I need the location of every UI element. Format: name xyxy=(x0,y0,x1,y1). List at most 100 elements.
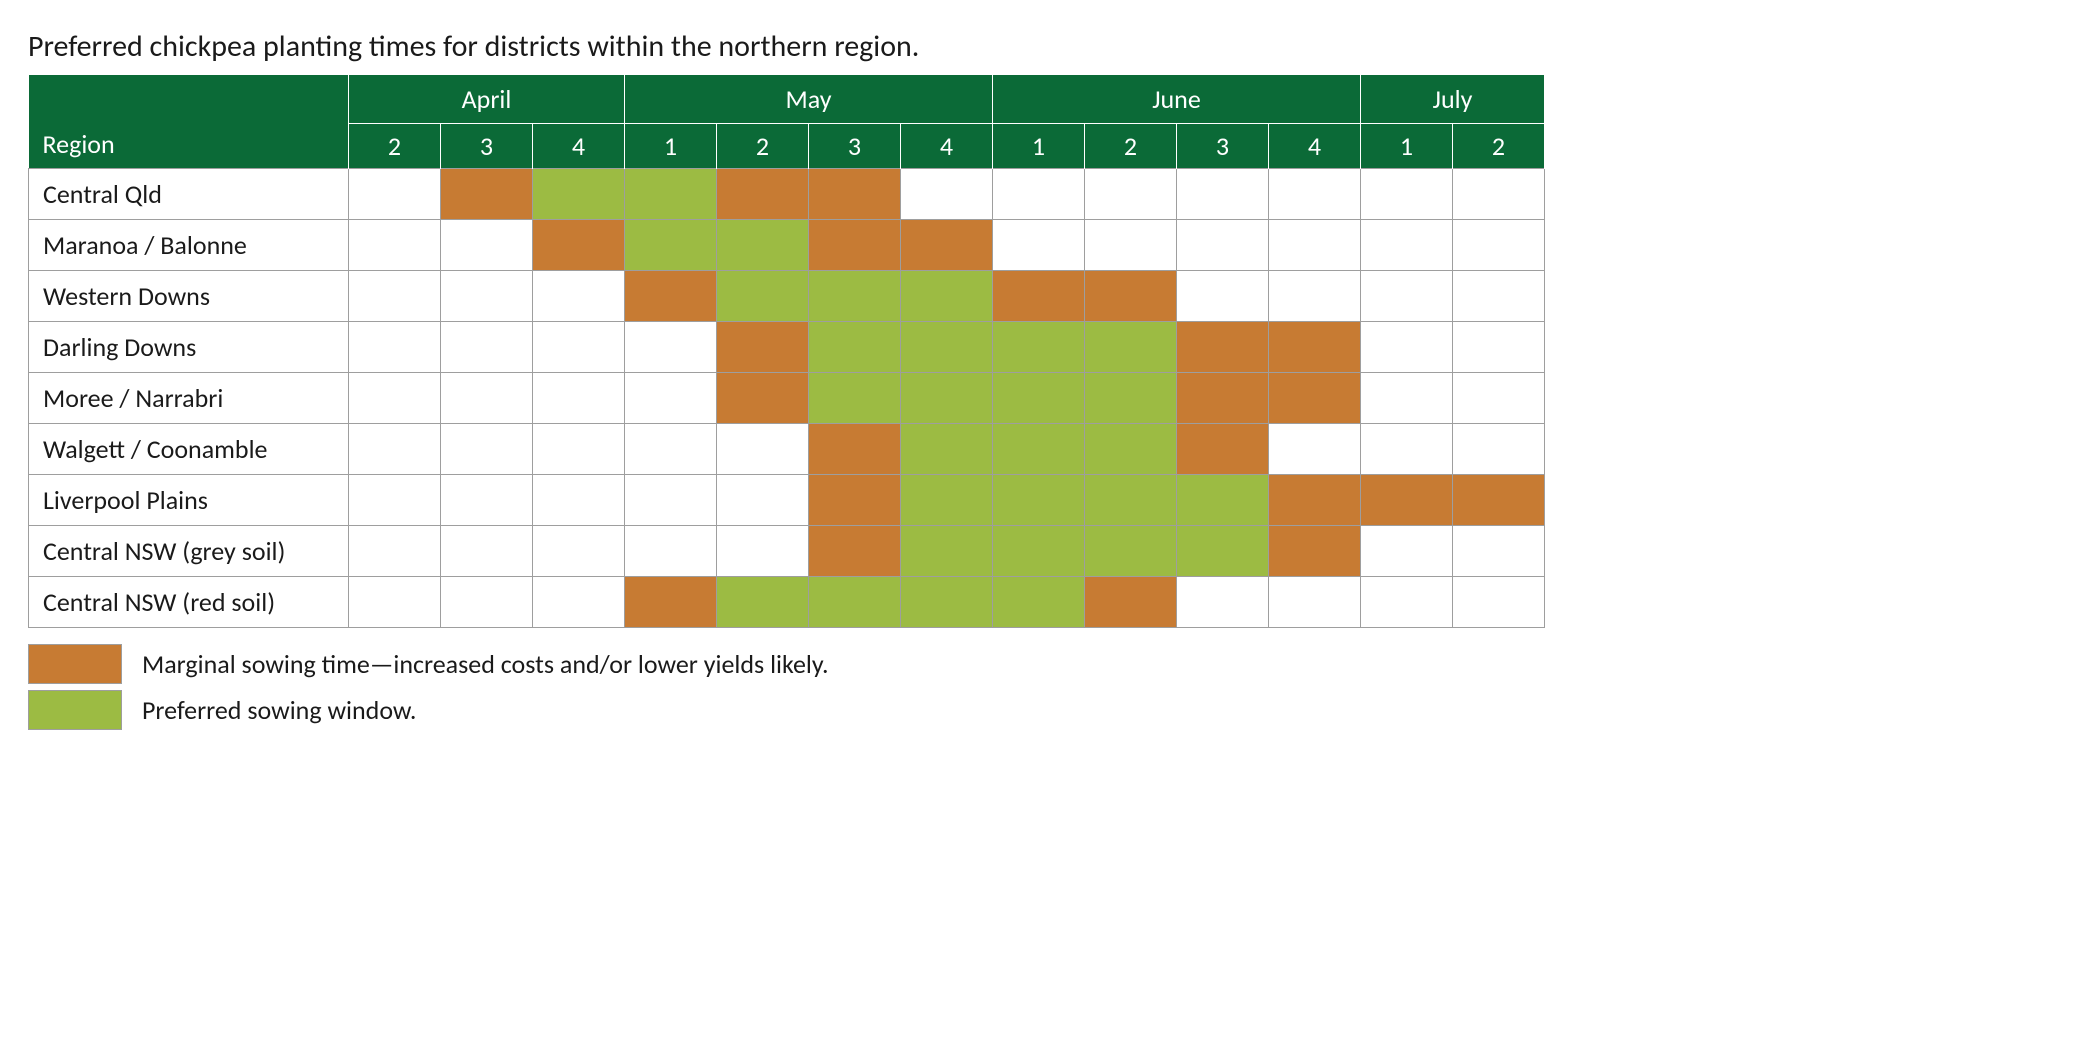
week-cell xyxy=(1085,475,1177,526)
week-cell xyxy=(1085,322,1177,373)
week-cell xyxy=(441,169,533,220)
week-cell xyxy=(1085,424,1177,475)
week-cell xyxy=(625,373,717,424)
week-cell xyxy=(993,526,1085,577)
week-cell xyxy=(533,526,625,577)
week-cell xyxy=(349,424,441,475)
week-cell xyxy=(1361,220,1453,271)
region-cell: Western Downs xyxy=(29,271,349,322)
week-cell xyxy=(901,373,993,424)
week-cell xyxy=(1269,475,1361,526)
column-header-month: July xyxy=(1361,75,1545,124)
week-cell xyxy=(1361,475,1453,526)
week-cell xyxy=(993,475,1085,526)
week-cell xyxy=(901,271,993,322)
week-cell xyxy=(717,271,809,322)
table-row: Central NSW (grey soil) xyxy=(29,526,1545,577)
week-cell xyxy=(349,322,441,373)
table-row: Central Qld xyxy=(29,169,1545,220)
week-cell xyxy=(1177,475,1269,526)
week-cell xyxy=(809,373,901,424)
week-cell xyxy=(533,322,625,373)
week-cell xyxy=(1085,271,1177,322)
week-cell xyxy=(1269,577,1361,628)
week-cell xyxy=(1177,424,1269,475)
table-row: Liverpool Plains xyxy=(29,475,1545,526)
week-cell xyxy=(717,424,809,475)
week-cell xyxy=(349,271,441,322)
week-cell xyxy=(1177,322,1269,373)
page-title: Preferred chickpea planting times for di… xyxy=(28,28,2054,65)
week-cell xyxy=(717,169,809,220)
week-cell xyxy=(1177,526,1269,577)
week-cell xyxy=(717,577,809,628)
week-cell xyxy=(625,322,717,373)
week-cell xyxy=(809,169,901,220)
legend-text-marginal: Marginal sowing time—increased costs and… xyxy=(142,648,829,680)
page: Preferred chickpea planting times for di… xyxy=(0,0,2082,776)
week-cell xyxy=(993,169,1085,220)
week-cell xyxy=(625,424,717,475)
week-cell xyxy=(1453,169,1545,220)
week-cell xyxy=(1453,373,1545,424)
week-cell xyxy=(1085,220,1177,271)
region-cell: Central NSW (red soil) xyxy=(29,577,349,628)
week-cell xyxy=(901,526,993,577)
week-cell xyxy=(1269,220,1361,271)
week-cell xyxy=(717,475,809,526)
column-header-month: June xyxy=(993,75,1361,124)
week-cell xyxy=(349,475,441,526)
week-cell xyxy=(1085,373,1177,424)
week-cell xyxy=(1085,577,1177,628)
table-row: Maranoa / Balonne xyxy=(29,220,1545,271)
week-cell xyxy=(1453,322,1545,373)
week-cell xyxy=(349,169,441,220)
week-cell xyxy=(901,220,993,271)
week-cell xyxy=(349,577,441,628)
column-header-week: 4 xyxy=(1269,124,1361,169)
week-cell xyxy=(1361,577,1453,628)
week-cell xyxy=(533,169,625,220)
week-cell xyxy=(1085,526,1177,577)
week-cell xyxy=(1361,373,1453,424)
region-cell: Moree / Narrabri xyxy=(29,373,349,424)
legend-row-preferred: Preferred sowing window. xyxy=(28,690,2054,730)
region-cell: Walgett / Coonamble xyxy=(29,424,349,475)
week-cell xyxy=(625,577,717,628)
week-cell xyxy=(717,322,809,373)
column-header-month: April xyxy=(349,75,625,124)
week-cell xyxy=(1269,424,1361,475)
week-cell xyxy=(441,271,533,322)
week-cell xyxy=(441,424,533,475)
column-header-week: 1 xyxy=(625,124,717,169)
week-cell xyxy=(717,373,809,424)
week-cell xyxy=(441,526,533,577)
region-cell: Darling Downs xyxy=(29,322,349,373)
week-cell xyxy=(533,577,625,628)
column-header-week: 2 xyxy=(1453,124,1545,169)
week-cell xyxy=(1177,577,1269,628)
table-row: Darling Downs xyxy=(29,322,1545,373)
region-cell: Liverpool Plains xyxy=(29,475,349,526)
week-cell xyxy=(441,220,533,271)
week-cell xyxy=(809,526,901,577)
week-cell xyxy=(901,169,993,220)
week-cell xyxy=(625,169,717,220)
week-cell xyxy=(809,424,901,475)
week-cell xyxy=(533,373,625,424)
region-cell: Maranoa / Balonne xyxy=(29,220,349,271)
week-cell xyxy=(533,424,625,475)
week-cell xyxy=(1361,271,1453,322)
table-row: Walgett / Coonamble xyxy=(29,424,1545,475)
week-cell xyxy=(809,322,901,373)
week-cell xyxy=(1453,526,1545,577)
week-cell xyxy=(349,220,441,271)
week-cell xyxy=(1269,169,1361,220)
column-header-week: 4 xyxy=(533,124,625,169)
week-cell xyxy=(1453,577,1545,628)
column-header-week: 2 xyxy=(1085,124,1177,169)
legend-swatch-preferred xyxy=(28,690,122,730)
week-cell xyxy=(809,577,901,628)
week-cell xyxy=(441,577,533,628)
column-header-week: 3 xyxy=(441,124,533,169)
